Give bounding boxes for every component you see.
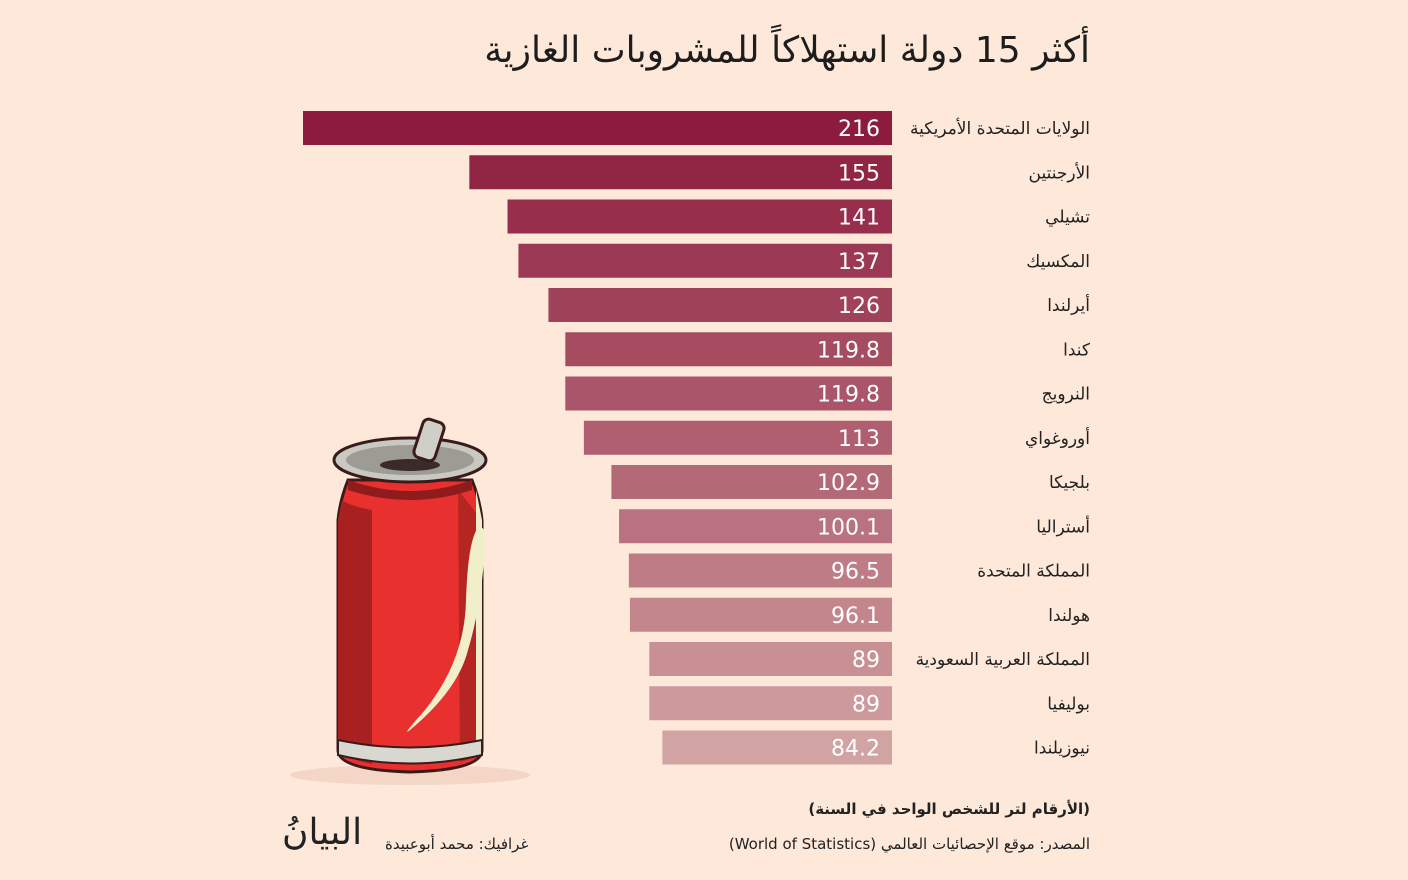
value-label: 102.9 bbox=[817, 471, 880, 496]
category-label: الأرجنتين bbox=[1029, 162, 1090, 183]
value-label: 89 bbox=[852, 648, 880, 673]
value-label: 155 bbox=[838, 161, 880, 186]
soda-can-illustration bbox=[290, 417, 530, 785]
source-text: المصدر: موقع الإحصائيات العالمي (World o… bbox=[728, 835, 1090, 853]
value-label: 137 bbox=[838, 250, 880, 275]
category-label: المملكة العربية السعودية bbox=[916, 650, 1090, 670]
category-label: الولايات المتحدة الأمريكية bbox=[910, 118, 1090, 139]
bar bbox=[565, 376, 892, 411]
value-label: 96.1 bbox=[831, 604, 880, 629]
bar bbox=[611, 465, 892, 499]
value-label: 141 bbox=[838, 206, 880, 231]
value-label: 126 bbox=[838, 294, 880, 319]
albayan-logo: البيانُ bbox=[282, 812, 363, 853]
bar bbox=[628, 553, 892, 588]
category-label: أيرلندا bbox=[1047, 294, 1090, 316]
bar bbox=[507, 199, 892, 234]
category-label: تشيلي bbox=[1045, 208, 1090, 228]
graphic-credit: غرافيك: محمد أبوعبيدة bbox=[385, 835, 529, 853]
bar bbox=[629, 597, 892, 632]
bar bbox=[662, 730, 892, 765]
bar bbox=[649, 686, 892, 721]
unit-note: (الأرقام لتر للشخص الواحد في السنة) bbox=[808, 800, 1090, 818]
bar bbox=[649, 642, 892, 676]
bar bbox=[303, 111, 892, 145]
category-label: أستراليا bbox=[1036, 515, 1090, 537]
bar bbox=[565, 332, 892, 367]
value-label: 216 bbox=[838, 117, 880, 142]
value-label: 100.1 bbox=[817, 515, 880, 540]
bar bbox=[469, 155, 892, 190]
value-label: 89 bbox=[852, 692, 880, 717]
bar bbox=[583, 420, 892, 455]
bar bbox=[619, 509, 892, 544]
category-label: أوروغواي bbox=[1025, 427, 1090, 449]
category-label: نيوزيلندا bbox=[1034, 739, 1090, 759]
value-label: 113 bbox=[838, 427, 880, 452]
category-label: كندا bbox=[1063, 340, 1091, 360]
category-label: هولندا bbox=[1048, 606, 1090, 626]
category-label: المملكة المتحدة bbox=[977, 562, 1090, 582]
category-label: النرويج bbox=[1042, 385, 1090, 405]
value-label: 96.5 bbox=[831, 560, 880, 585]
category-label: بلجيكا bbox=[1049, 473, 1090, 493]
value-label: 84.2 bbox=[831, 737, 880, 762]
category-label: المكسيك bbox=[1026, 252, 1090, 272]
value-label: 119.8 bbox=[817, 383, 880, 408]
bar bbox=[518, 243, 892, 278]
category-label: بوليفيا bbox=[1047, 694, 1090, 714]
chart-title: أكثر 15 دولة استهلاكاً للمشروبات الغازية bbox=[484, 30, 1090, 71]
bar bbox=[548, 288, 892, 322]
value-label: 119.8 bbox=[817, 338, 880, 363]
